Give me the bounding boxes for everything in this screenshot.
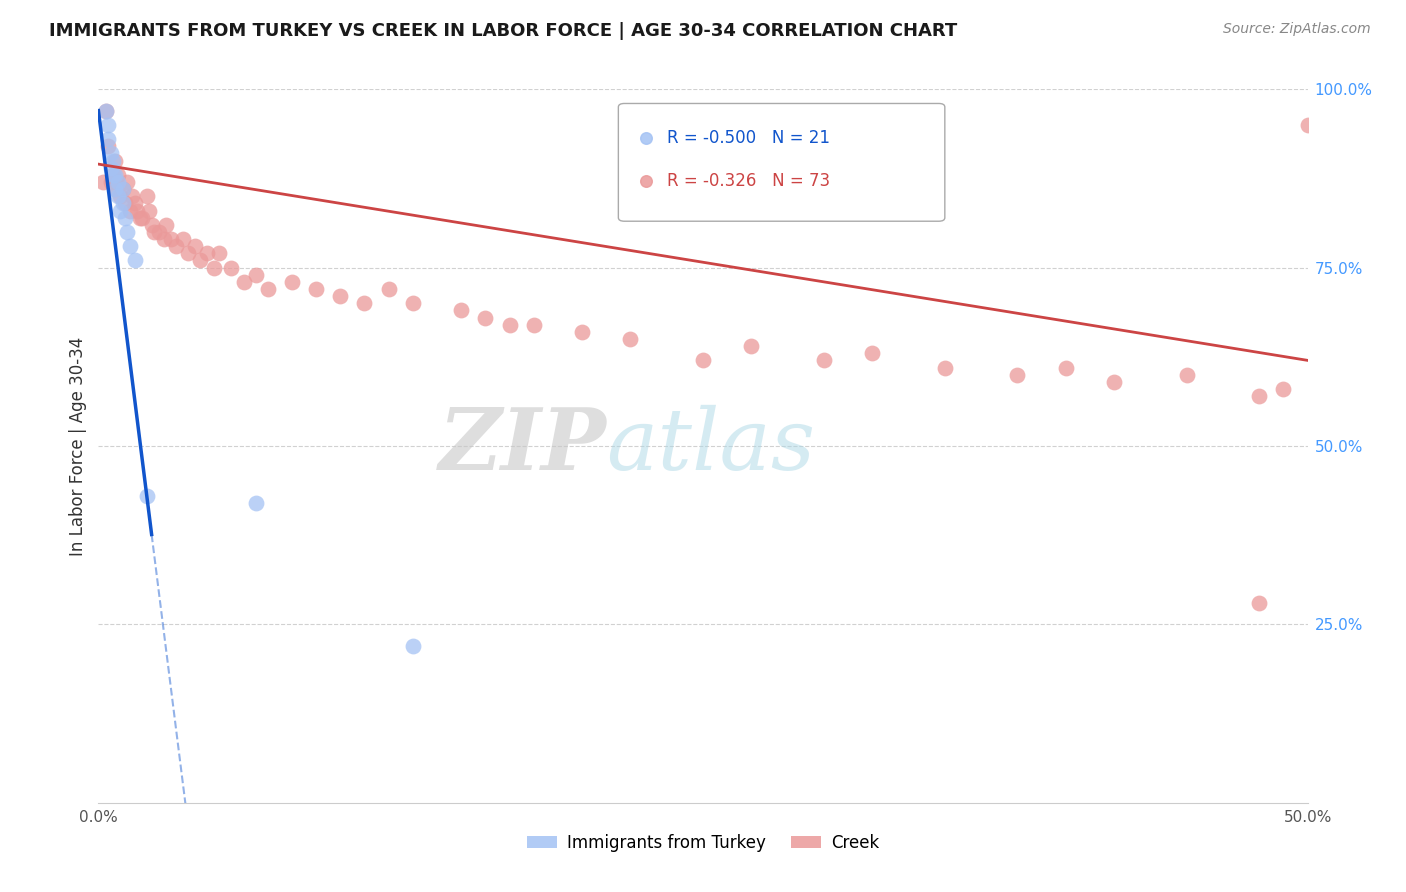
Point bbox=[245, 496, 267, 510]
Point bbox=[160, 232, 183, 246]
Point bbox=[108, 189, 131, 203]
Point bbox=[353, 296, 375, 310]
Point bbox=[127, 203, 149, 218]
Point bbox=[172, 232, 194, 246]
Point bbox=[1054, 360, 1077, 375]
Point bbox=[208, 246, 231, 260]
Point bbox=[1249, 389, 1271, 403]
Point bbox=[100, 161, 122, 175]
Point bbox=[117, 225, 139, 239]
Text: R = -0.500   N = 21: R = -0.500 N = 21 bbox=[666, 128, 830, 146]
Point bbox=[813, 353, 835, 368]
Text: Source: ZipAtlas.com: Source: ZipAtlas.com bbox=[1223, 22, 1371, 37]
Point bbox=[104, 182, 127, 196]
Point bbox=[138, 203, 160, 218]
Point bbox=[474, 310, 496, 325]
Point bbox=[740, 339, 762, 353]
Point bbox=[1272, 382, 1295, 396]
Point bbox=[141, 218, 163, 232]
Point bbox=[165, 239, 187, 253]
Point bbox=[377, 282, 399, 296]
Point bbox=[152, 232, 174, 246]
Point bbox=[692, 353, 714, 368]
Point bbox=[195, 246, 218, 260]
Point bbox=[101, 168, 124, 182]
Point bbox=[94, 103, 117, 118]
Point bbox=[131, 211, 153, 225]
Point bbox=[232, 275, 254, 289]
Point bbox=[101, 168, 124, 182]
Text: IMMIGRANTS FROM TURKEY VS CREEK IN LABOR FORCE | AGE 30-34 CORRELATION CHART: IMMIGRANTS FROM TURKEY VS CREEK IN LABOR… bbox=[49, 22, 957, 40]
FancyBboxPatch shape bbox=[619, 103, 945, 221]
Point bbox=[305, 282, 328, 296]
Point bbox=[97, 139, 120, 153]
Point bbox=[104, 168, 127, 182]
Point bbox=[860, 346, 883, 360]
Point bbox=[221, 260, 243, 275]
Point bbox=[1182, 173, 1205, 187]
Text: atlas: atlas bbox=[606, 405, 815, 487]
Point bbox=[97, 118, 120, 132]
Point bbox=[100, 146, 122, 161]
Point bbox=[124, 196, 146, 211]
Text: ZIP: ZIP bbox=[439, 404, 606, 488]
Point bbox=[1182, 130, 1205, 145]
Point bbox=[97, 132, 120, 146]
Point bbox=[1296, 118, 1319, 132]
Point bbox=[121, 189, 143, 203]
Point bbox=[104, 182, 127, 196]
Point bbox=[281, 275, 304, 289]
Text: R = -0.326   N = 73: R = -0.326 N = 73 bbox=[666, 171, 830, 189]
Point bbox=[128, 211, 150, 225]
Point bbox=[450, 303, 472, 318]
Point bbox=[107, 168, 129, 182]
Point bbox=[402, 639, 425, 653]
Point bbox=[1249, 596, 1271, 610]
Point bbox=[148, 225, 170, 239]
Point bbox=[523, 318, 546, 332]
Point bbox=[94, 103, 117, 118]
Point bbox=[118, 203, 141, 218]
Point bbox=[107, 189, 129, 203]
Point bbox=[498, 318, 520, 332]
Point bbox=[111, 182, 134, 196]
Y-axis label: In Labor Force | Age 30-34: In Labor Force | Age 30-34 bbox=[69, 336, 87, 556]
Point bbox=[107, 175, 129, 189]
Point bbox=[934, 360, 956, 375]
Point bbox=[155, 218, 177, 232]
Point bbox=[402, 296, 425, 310]
Point bbox=[114, 211, 136, 225]
Point bbox=[114, 196, 136, 211]
Point bbox=[111, 182, 134, 196]
Point bbox=[177, 246, 200, 260]
Legend: Immigrants from Turkey, Creek: Immigrants from Turkey, Creek bbox=[520, 828, 886, 859]
Point bbox=[118, 239, 141, 253]
Point bbox=[111, 196, 134, 211]
Point bbox=[256, 282, 278, 296]
Point bbox=[100, 175, 122, 189]
Point bbox=[245, 268, 267, 282]
Point bbox=[117, 175, 139, 189]
Point bbox=[104, 153, 127, 168]
Point bbox=[124, 253, 146, 268]
Point bbox=[571, 325, 593, 339]
Point bbox=[619, 332, 641, 346]
Point bbox=[135, 489, 157, 503]
Point bbox=[204, 260, 226, 275]
Point bbox=[108, 203, 131, 218]
Point bbox=[1102, 375, 1125, 389]
Point bbox=[143, 225, 166, 239]
Point bbox=[184, 239, 207, 253]
Point bbox=[1175, 368, 1198, 382]
Point bbox=[91, 175, 114, 189]
Point bbox=[329, 289, 352, 303]
Point bbox=[101, 153, 124, 168]
Point bbox=[135, 189, 157, 203]
Point bbox=[1007, 368, 1029, 382]
Point bbox=[188, 253, 211, 268]
